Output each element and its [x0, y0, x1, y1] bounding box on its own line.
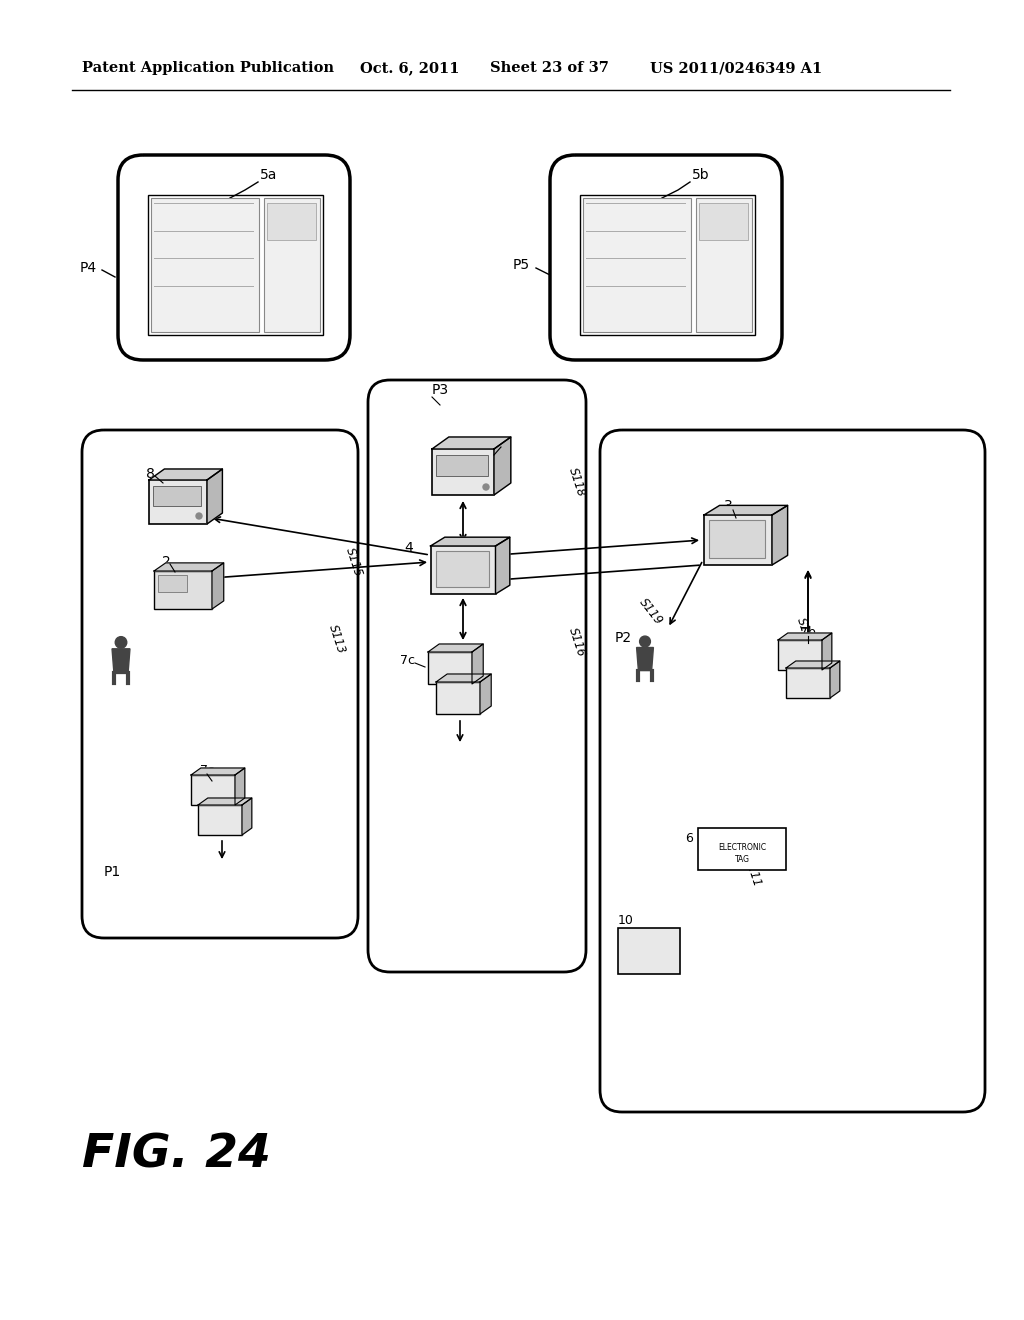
- PathPatch shape: [368, 380, 586, 972]
- Polygon shape: [705, 506, 787, 515]
- Text: 3: 3: [724, 499, 733, 513]
- Text: S111: S111: [741, 855, 764, 888]
- Text: 4: 4: [404, 541, 413, 554]
- Bar: [436, 455, 488, 475]
- Text: 5a: 5a: [260, 168, 278, 182]
- Polygon shape: [242, 799, 252, 836]
- Text: 7c: 7c: [400, 653, 415, 667]
- Polygon shape: [150, 469, 222, 480]
- Polygon shape: [822, 634, 831, 671]
- Text: Oct. 6, 2011: Oct. 6, 2011: [360, 61, 460, 75]
- PathPatch shape: [600, 430, 985, 1111]
- Text: S112: S112: [794, 616, 815, 648]
- Text: S116: S116: [566, 626, 588, 659]
- Bar: [435, 550, 488, 587]
- Bar: [191, 775, 234, 805]
- Circle shape: [116, 636, 127, 648]
- Polygon shape: [830, 661, 840, 698]
- Text: Patent Application Publication: Patent Application Publication: [82, 61, 334, 75]
- Text: 8: 8: [146, 467, 155, 480]
- Text: S118: S118: [566, 466, 588, 499]
- Bar: [428, 652, 472, 684]
- Text: P1: P1: [104, 865, 121, 879]
- Bar: [698, 203, 748, 240]
- Text: P3: P3: [432, 383, 450, 397]
- Polygon shape: [494, 437, 511, 495]
- Bar: [698, 828, 786, 870]
- Text: 5b: 5b: [692, 168, 710, 182]
- Bar: [158, 576, 187, 593]
- Text: S119: S119: [637, 597, 666, 627]
- Bar: [786, 668, 830, 698]
- Text: 6: 6: [685, 832, 693, 845]
- Polygon shape: [432, 437, 511, 449]
- Polygon shape: [496, 537, 510, 594]
- Polygon shape: [112, 649, 130, 673]
- Bar: [709, 520, 765, 558]
- Bar: [154, 572, 212, 609]
- Text: 7b: 7b: [800, 626, 816, 639]
- Polygon shape: [772, 506, 787, 565]
- Polygon shape: [428, 644, 483, 652]
- Bar: [695, 198, 752, 333]
- Bar: [266, 203, 316, 240]
- Polygon shape: [436, 675, 492, 682]
- Text: Sheet 23 of 37: Sheet 23 of 37: [490, 61, 609, 75]
- Bar: [583, 198, 691, 333]
- Text: FIG. 24: FIG. 24: [82, 1133, 271, 1177]
- Bar: [436, 682, 480, 714]
- Bar: [148, 195, 323, 335]
- Polygon shape: [207, 469, 222, 524]
- Bar: [778, 640, 822, 671]
- Text: ELECTRONIC: ELECTRONIC: [718, 842, 766, 851]
- PathPatch shape: [550, 154, 782, 360]
- Polygon shape: [786, 661, 840, 668]
- Bar: [580, 195, 755, 335]
- Text: P5: P5: [513, 257, 530, 272]
- Text: P4: P4: [80, 261, 97, 275]
- PathPatch shape: [82, 430, 358, 939]
- Text: P2: P2: [615, 631, 632, 645]
- Text: 7a: 7a: [200, 763, 216, 776]
- Polygon shape: [191, 768, 245, 775]
- Text: S113: S113: [326, 623, 347, 656]
- Polygon shape: [234, 768, 245, 805]
- Polygon shape: [472, 644, 483, 684]
- Polygon shape: [212, 562, 223, 609]
- Bar: [618, 928, 680, 974]
- Bar: [432, 449, 494, 495]
- Text: 10: 10: [618, 913, 634, 927]
- Text: TAG: TAG: [734, 855, 750, 865]
- PathPatch shape: [118, 154, 350, 360]
- Text: 2: 2: [162, 554, 171, 569]
- Polygon shape: [198, 799, 252, 805]
- Bar: [430, 546, 496, 594]
- Circle shape: [640, 636, 650, 647]
- Bar: [150, 480, 207, 524]
- Polygon shape: [637, 648, 653, 671]
- Bar: [264, 198, 319, 333]
- Polygon shape: [480, 675, 492, 714]
- Circle shape: [196, 513, 202, 519]
- Text: S115: S115: [343, 546, 365, 578]
- Text: 9: 9: [493, 438, 502, 451]
- Bar: [153, 486, 201, 506]
- Text: US 2011/0246349 A1: US 2011/0246349 A1: [650, 61, 822, 75]
- Bar: [151, 198, 259, 333]
- Polygon shape: [430, 537, 510, 546]
- Polygon shape: [778, 634, 831, 640]
- Circle shape: [483, 484, 489, 490]
- Bar: [198, 805, 242, 836]
- Bar: [705, 515, 772, 565]
- Polygon shape: [154, 562, 223, 572]
